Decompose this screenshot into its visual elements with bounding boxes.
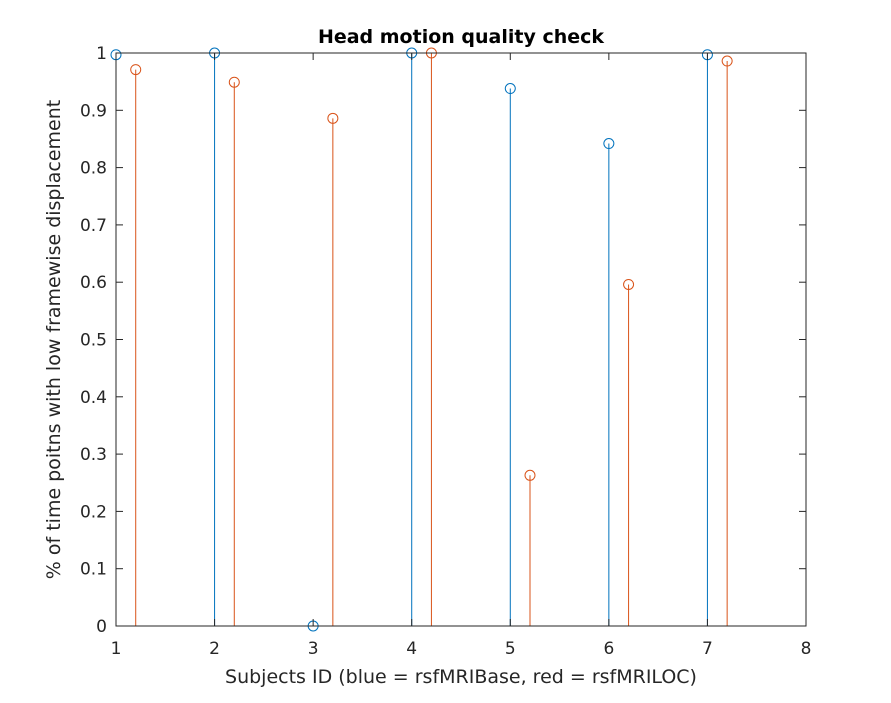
x-tick-label: 7 xyxy=(702,639,713,659)
y-tick-label: 0.8 xyxy=(80,159,107,179)
y-tick-label: 1 xyxy=(96,44,107,64)
stem-marker xyxy=(603,138,615,150)
tick-layer: 1 2 3 4 5 6 7 8 0 0.1 0.2 0.3 0.4 0.5 0.6 0.7 0.8 0.9 1 xyxy=(80,44,811,659)
y-tick-label: 0.3 xyxy=(80,445,107,465)
x-tick-label: 2 xyxy=(209,639,220,659)
y-tick-label: 0.7 xyxy=(80,216,107,236)
y-tick-label: 0.1 xyxy=(80,560,107,580)
chart-title: Head motion quality check xyxy=(318,26,604,48)
y-tick-label: 0.6 xyxy=(80,273,107,293)
plot-area xyxy=(116,53,806,626)
stem-marker xyxy=(524,469,536,481)
stem-layer xyxy=(115,53,728,626)
x-tick-label: 4 xyxy=(406,639,417,659)
x-tick-label: 1 xyxy=(111,639,122,659)
x-tick-label: 5 xyxy=(505,639,516,659)
y-tick-label: 0.4 xyxy=(80,388,107,408)
y-tick-label: 0.9 xyxy=(80,101,107,121)
stem-marker xyxy=(327,112,339,124)
stem-marker xyxy=(504,83,516,95)
y-tick-label: 0.5 xyxy=(80,331,107,351)
x-axis-title: Subjects ID (blue = rsfMRIBase, red = rs… xyxy=(225,666,697,688)
y-tick-label: 0.2 xyxy=(80,502,107,522)
x-tick-label: 6 xyxy=(603,639,614,659)
x-tick-label: 3 xyxy=(308,639,319,659)
stem-marker xyxy=(721,55,733,67)
stem-marker xyxy=(130,64,142,76)
y-tick-label: 0 xyxy=(96,617,107,637)
stem-marker xyxy=(623,278,635,290)
y-axis-title: % of time poitns with low framewise disp… xyxy=(43,100,65,579)
x-tick-label: 8 xyxy=(801,639,812,659)
stem-marker xyxy=(228,76,240,88)
